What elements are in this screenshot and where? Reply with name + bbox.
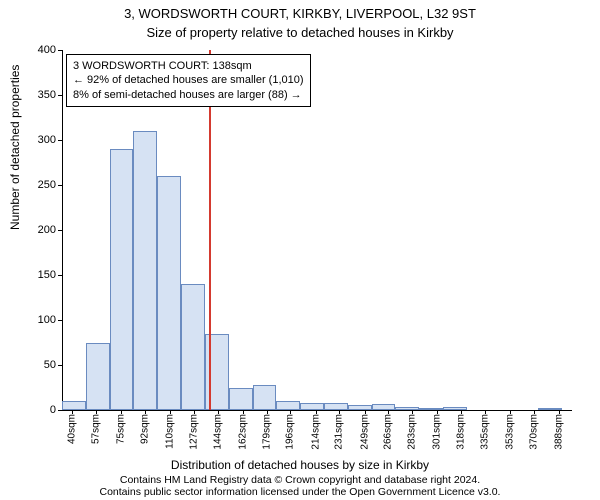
histogram-bar	[538, 408, 562, 410]
histogram-bar	[157, 176, 181, 410]
x-tick-label: 179sqm	[261, 410, 272, 450]
histogram-bar	[348, 405, 372, 410]
histogram-bar	[300, 403, 324, 410]
x-tick-label: 40sqm	[66, 410, 77, 444]
footnote-line-2: Contains public sector information licen…	[100, 486, 501, 498]
x-tick-label: 92sqm	[139, 410, 150, 444]
histogram-bar	[181, 284, 205, 410]
x-tick-label: 370sqm	[529, 410, 540, 450]
histogram-bar	[419, 408, 443, 410]
x-tick-label: 214sqm	[310, 410, 321, 450]
x-tick-label: 110sqm	[164, 410, 175, 449]
histogram-bar	[229, 388, 253, 411]
annotation-line-2: ← 92% of detached houses are smaller (1,…	[73, 73, 304, 87]
histogram-bar	[62, 401, 86, 410]
x-axis-label: Distribution of detached houses by size …	[0, 458, 600, 472]
x-tick-label: 127sqm	[188, 410, 199, 450]
plot-area: 05010015020025030035040040sqm57sqm75sqm9…	[62, 50, 572, 411]
histogram-bar	[253, 385, 277, 410]
x-tick-label: 231sqm	[334, 410, 345, 450]
footnote: Contains HM Land Registry data © Crown c…	[0, 474, 600, 499]
annotation-line-3: 8% of semi-detached houses are larger (8…	[73, 88, 304, 102]
chart-title: 3, WORDSWORTH COURT, KIRKBY, LIVERPOOL, …	[0, 0, 600, 23]
y-axis-label: Number of detached properties	[8, 65, 22, 230]
chart-subtitle: Size of property relative to detached ho…	[0, 23, 600, 40]
x-tick-label: 57sqm	[90, 410, 101, 444]
x-tick-label: 196sqm	[285, 410, 296, 450]
annotation-line-1: 3 WORDSWORTH COURT: 138sqm	[73, 59, 304, 73]
histogram-bar	[324, 403, 348, 410]
x-tick-label: 266sqm	[383, 410, 394, 450]
chart-container: 3, WORDSWORTH COURT, KIRKBY, LIVERPOOL, …	[0, 0, 600, 500]
histogram-bar	[86, 343, 110, 411]
x-tick-label: 144sqm	[212, 410, 223, 450]
histogram-bar	[372, 404, 396, 410]
x-tick-label: 301sqm	[432, 410, 443, 450]
x-tick-label: 335sqm	[480, 410, 491, 450]
histogram-bar	[110, 149, 134, 410]
annotation-box: 3 WORDSWORTH COURT: 138sqm ← 92% of deta…	[66, 54, 311, 107]
x-tick-label: 283sqm	[407, 410, 418, 450]
x-tick-label: 388sqm	[554, 410, 565, 450]
footnote-line-1: Contains HM Land Registry data © Crown c…	[120, 474, 480, 486]
histogram-bar	[133, 131, 157, 410]
x-tick-label: 75sqm	[115, 410, 126, 444]
x-tick-label: 353sqm	[505, 410, 516, 450]
histogram-bar	[276, 401, 300, 410]
x-tick-label: 162sqm	[237, 410, 248, 450]
histogram-bar	[395, 407, 419, 410]
x-tick-label: 249sqm	[359, 410, 370, 450]
x-tick-label: 318sqm	[456, 410, 467, 450]
histogram-bar	[443, 407, 467, 410]
